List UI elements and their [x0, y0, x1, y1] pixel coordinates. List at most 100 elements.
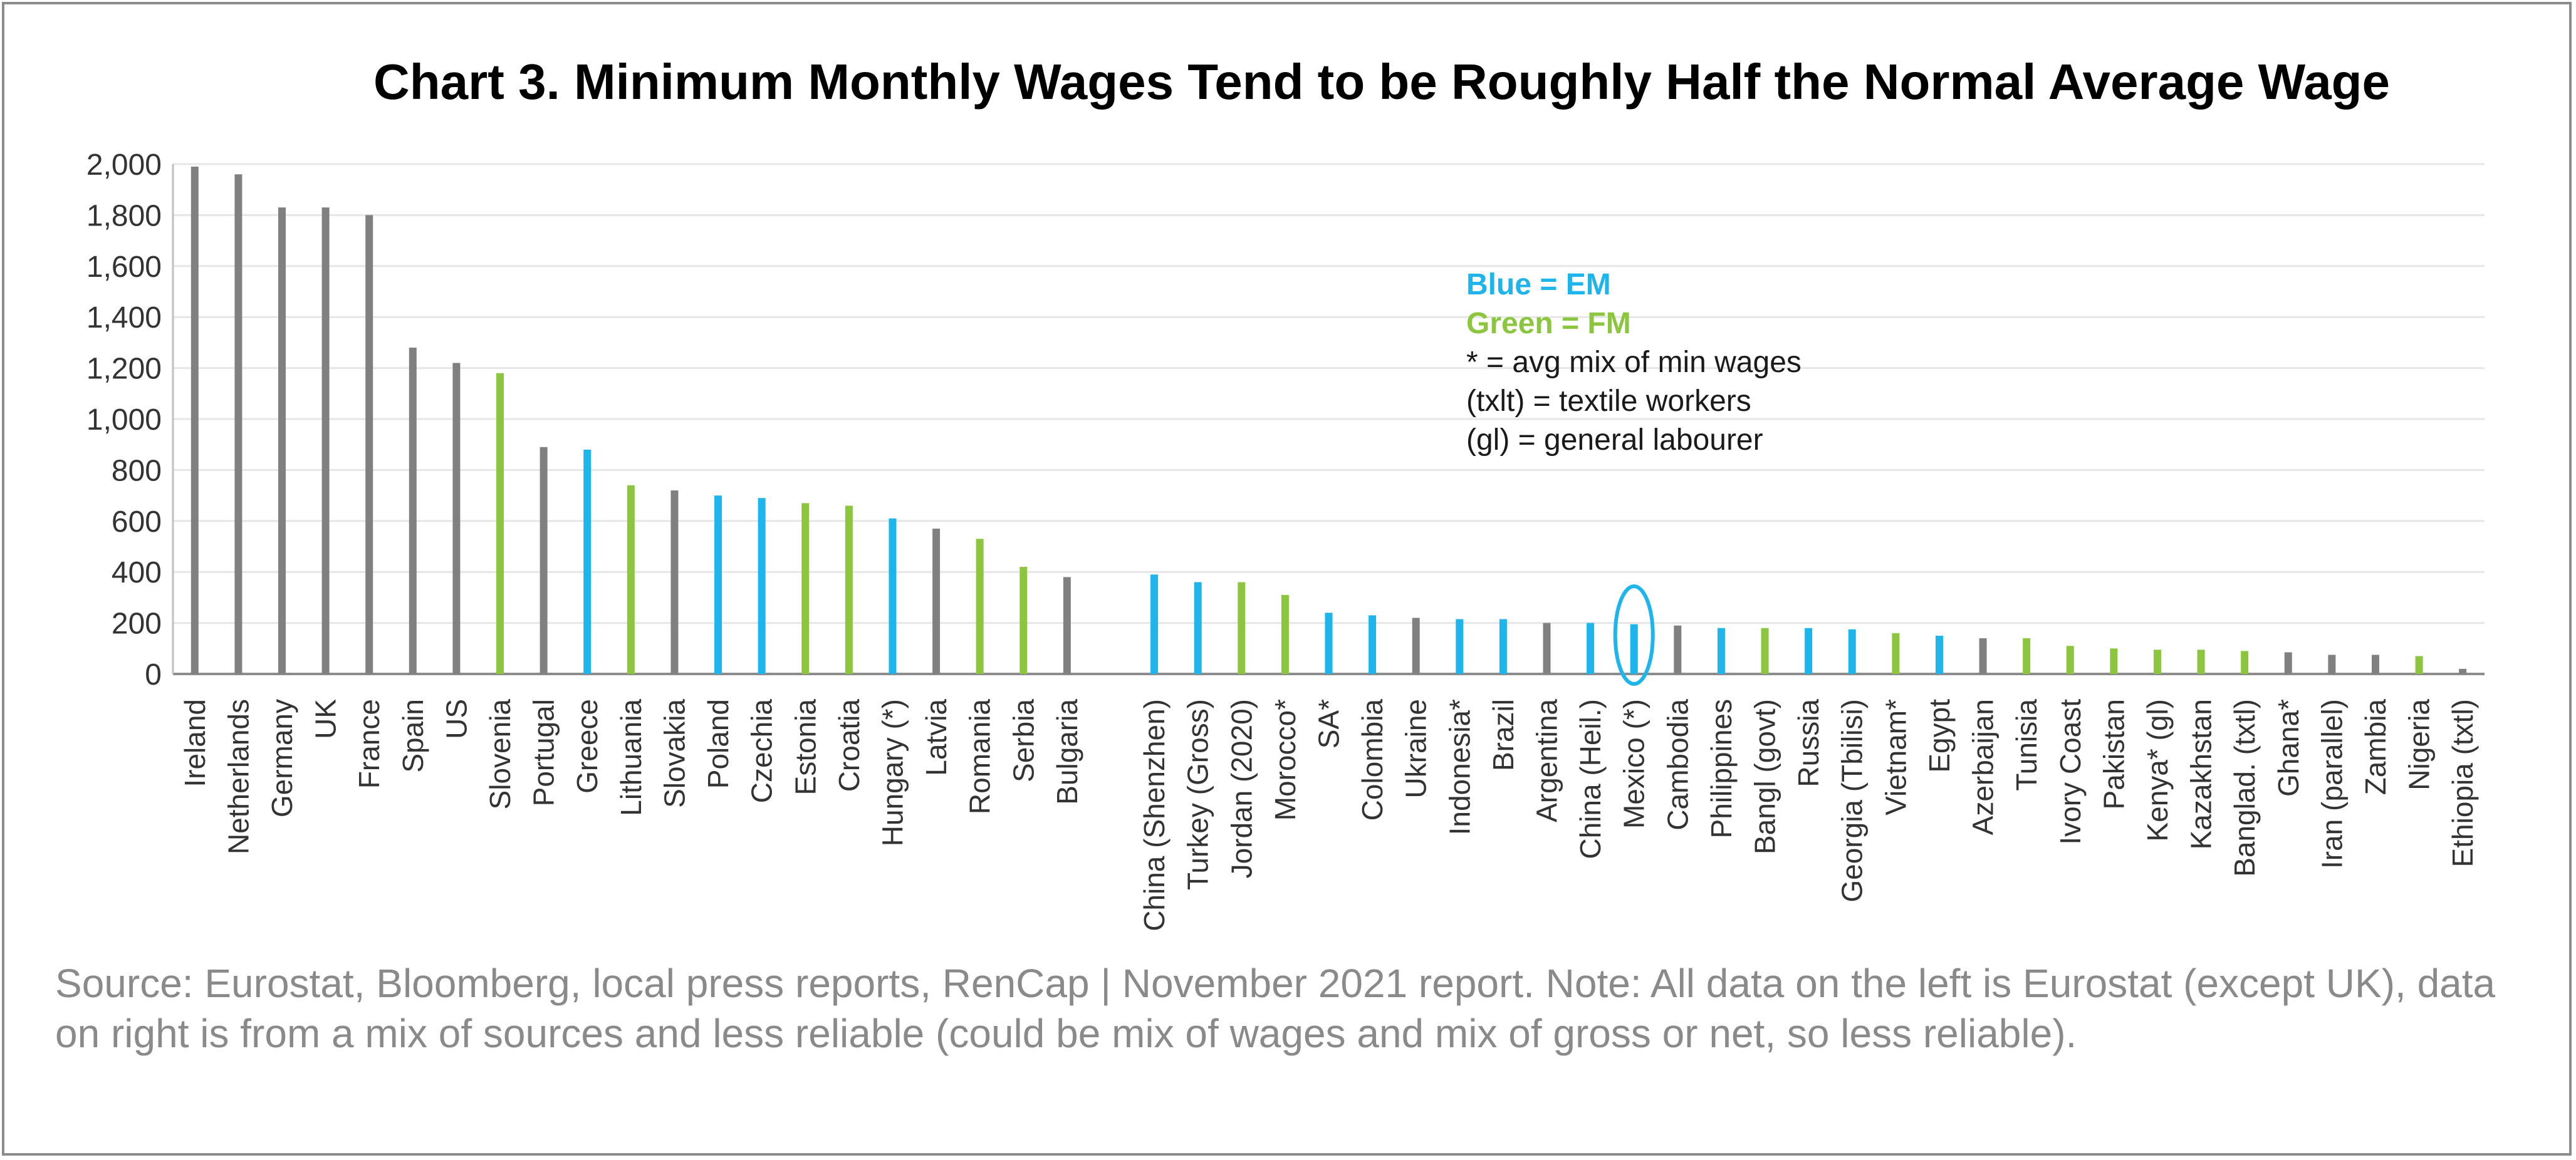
bar [1630, 624, 1638, 674]
y-tick-label: 200 [112, 608, 162, 641]
bar [1892, 633, 1900, 674]
y-tick-label: 0 [145, 658, 162, 691]
bar [321, 207, 330, 674]
category-label: Serbia [1007, 699, 1040, 782]
category-label: Kenya* (gl) [2141, 699, 2174, 842]
legend: Blue = EM Green = FM * = avg mix of min wa… [1466, 268, 1802, 457]
bar [2241, 651, 2249, 674]
bar [1412, 618, 1420, 674]
bar [540, 447, 548, 674]
bar [1238, 582, 1246, 674]
bar [190, 167, 199, 674]
y-tick-label: 1,800 [86, 199, 162, 232]
category-label: Vietnam* [1879, 699, 1912, 816]
y-tick-label: 1,600 [86, 251, 162, 284]
bar [1499, 619, 1507, 674]
bar [1674, 625, 1682, 674]
bar [409, 348, 417, 674]
category-label: Lithuania [615, 699, 647, 816]
y-tick-label: 600 [112, 505, 162, 539]
bar [1325, 613, 1333, 674]
y-tick-label: 800 [112, 454, 162, 487]
y-tick-label: 400 [112, 556, 162, 589]
bar [234, 174, 242, 674]
category-label: Philippines [1705, 699, 1738, 838]
category-label: Estonia [789, 699, 821, 795]
category-label: Azerbaijan [1967, 699, 2000, 835]
bar [889, 518, 897, 674]
bar [496, 373, 504, 674]
bar [670, 490, 679, 674]
category-label: Iran (parallel) [2315, 699, 2348, 869]
category-label: Cambodia [1661, 699, 1694, 831]
legend-entry: Green = FM [1466, 307, 1631, 340]
category-labels: Ireland Netherlands Germany UK France Spain US… [179, 699, 2479, 931]
category-label: Morocco* [1269, 699, 1301, 821]
category-label: Turkey (Gross) [1182, 699, 1214, 890]
bar [2284, 652, 2292, 674]
category-label: US [440, 699, 472, 739]
category-label: Poland [702, 699, 734, 789]
category-label: China (Shenzhen) [1138, 699, 1171, 931]
category-label: Indonesia* [1443, 699, 1476, 835]
category-label: Croatia [833, 699, 865, 792]
category-label: Ghana* [2272, 699, 2305, 797]
category-label: Romania [964, 699, 996, 815]
bar [2153, 650, 2161, 674]
y-tick-label: 1,000 [86, 403, 162, 437]
category-label: Ukraine [1400, 699, 1432, 799]
bar [2328, 655, 2336, 674]
bar [1587, 623, 1595, 674]
bar [2415, 656, 2423, 674]
bar [1717, 628, 1725, 674]
y-axis-ticks: 0 200 400 600 800 1,000 1,200 1,400 1,600 1,800 2,… [86, 148, 162, 691]
bar [1063, 577, 1071, 674]
category-label: China (Heil.) [1574, 699, 1607, 859]
bar [801, 503, 810, 674]
category-label: Russia [1792, 699, 1825, 787]
category-label: Bulgaria [1051, 699, 1083, 805]
category-label: Greece [571, 699, 603, 794]
category-label: Latvia [920, 699, 952, 776]
category-label: Netherlands [222, 699, 254, 854]
category-label: France [353, 699, 385, 789]
bar [1281, 594, 1289, 674]
legend-entry: Blue = EM [1466, 268, 1611, 301]
category-label: Bangl (govt) [1749, 699, 1781, 854]
bar [1456, 619, 1464, 674]
category-label: Colombia [1356, 699, 1389, 821]
bar [278, 207, 286, 674]
bar [845, 505, 853, 674]
gridlines [172, 163, 2485, 675]
bar [452, 363, 461, 674]
category-label: Argentina [1531, 699, 1563, 822]
bar [1150, 574, 1159, 674]
category-label: Kazakhstan [2185, 699, 2218, 849]
highlight-ring [1613, 584, 1655, 686]
bar [2066, 646, 2074, 674]
legend-entry: (txlt) = textile workers [1466, 385, 1751, 418]
category-label: Pakistan [2097, 699, 2130, 809]
bar [1761, 628, 1769, 674]
bar [627, 485, 635, 674]
bar [1848, 629, 1856, 674]
bar [1979, 638, 1987, 674]
bar [1543, 623, 1551, 674]
category-label: UK [310, 699, 342, 739]
bar [1019, 567, 1028, 674]
category-label: Brazil [1487, 699, 1520, 771]
category-label: Slovakia [658, 699, 691, 808]
bar [1805, 628, 1813, 674]
legend-entry: * = avg mix of min wages [1466, 346, 1802, 379]
bars [190, 167, 2467, 686]
category-label: Mexico (*) [1618, 699, 1650, 829]
bar [714, 495, 722, 674]
y-tick-label: 1,400 [86, 301, 162, 334]
y-tick-label: 1,200 [86, 353, 162, 386]
category-label: Georgia (Tbilisi) [1836, 699, 1869, 903]
category-label: Ireland [179, 699, 211, 787]
category-label: Egypt [1923, 699, 1956, 773]
category-label: Jordan (2020) [1225, 699, 1258, 878]
